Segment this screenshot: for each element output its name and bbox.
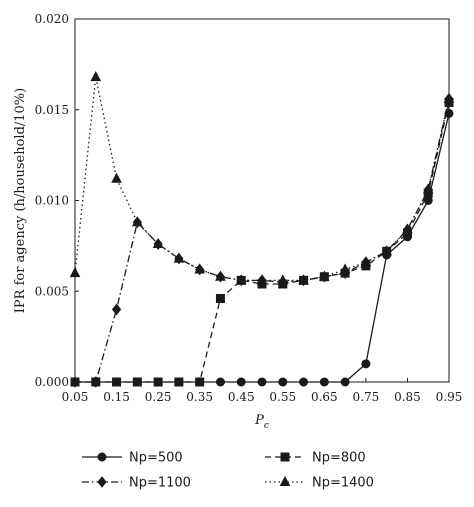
y-axis: 0.000 0.005 0.010 0.015 0.020 [35, 12, 79, 389]
data-point [339, 263, 351, 274]
x-tick-label: 0.95 [436, 390, 463, 404]
series-np-1100 [70, 93, 454, 388]
data-point [112, 377, 122, 387]
data-point [278, 377, 288, 387]
x-axis-label-main: P [254, 413, 264, 428]
legend: Np=500 Np=800 Np=1100 Np=1400 [82, 451, 374, 491]
x-tick-label: 0.25 [145, 390, 172, 404]
x-tick-label: 0.55 [269, 390, 296, 404]
legend-label: Np=1100 [129, 476, 191, 491]
data-point [319, 270, 330, 281]
data-point [256, 274, 268, 285]
y-tick-label: 0.020 [35, 12, 69, 26]
legend-item: Np=500 [82, 451, 183, 466]
data-point [443, 92, 455, 103]
data-point [444, 108, 454, 118]
series-layer [69, 71, 455, 388]
legend-item: Np=800 [265, 451, 366, 466]
x-tick-label: 0.75 [353, 390, 380, 404]
data-point [277, 274, 289, 285]
data-point [402, 223, 413, 234]
data-point [111, 172, 122, 183]
x-axis: 0.05 0.15 0.25 0.35 0.45 0.55 0.65 0.75 0.85 0.95 [62, 378, 463, 404]
legend-label: Np=500 [129, 451, 183, 466]
series-line [75, 102, 450, 383]
data-point [215, 377, 225, 387]
data-point [340, 377, 350, 387]
x-tick-label: 0.35 [186, 390, 213, 404]
data-point [194, 263, 205, 274]
data-point [195, 377, 205, 387]
series-line [75, 98, 450, 383]
data-point [236, 377, 246, 387]
data-point [90, 71, 102, 82]
data-point [111, 303, 122, 316]
data-point [361, 359, 371, 369]
data-point [298, 274, 309, 285]
legend-marker [97, 476, 107, 488]
data-point [173, 252, 185, 263]
y-tick-label: 0.000 [35, 375, 69, 389]
data-point [132, 216, 143, 227]
data-point [319, 377, 329, 387]
data-point [299, 377, 309, 387]
data-point [381, 245, 392, 256]
x-tick-label: 0.65 [311, 390, 338, 404]
data-point [70, 376, 80, 388]
x-axis-label-subscript: c [264, 421, 269, 431]
legend-item: Np=1400 [265, 476, 374, 491]
legend-marker [280, 452, 290, 462]
data-point [91, 376, 101, 388]
y-tick-label: 0.010 [35, 194, 69, 208]
data-point [153, 377, 163, 387]
legend-label: Np=1400 [312, 476, 374, 491]
data-point [257, 377, 267, 387]
legend-item: Np=1100 [82, 476, 191, 491]
data-point [215, 270, 226, 281]
data-point [132, 377, 142, 387]
x-tick-label: 0.85 [394, 390, 421, 404]
data-point [152, 237, 164, 249]
data-point [235, 274, 247, 285]
plot-area [74, 18, 450, 383]
y-tick-label: 0.015 [35, 103, 69, 117]
x-tick-label: 0.05 [62, 390, 89, 404]
legend-label: Np=800 [312, 451, 366, 466]
x-tick-label: 0.15 [103, 390, 130, 404]
data-point [215, 294, 225, 304]
series-np-1400 [69, 71, 455, 285]
x-tick-label: 0.45 [228, 390, 255, 404]
y-axis-label: IPR for agency (h/household/10%) [13, 88, 28, 313]
data-point [422, 183, 434, 194]
y-tick-label: 0.005 [35, 284, 69, 298]
x-axis-label: Pc [254, 413, 269, 431]
data-point [69, 267, 81, 278]
series-np-500 [70, 108, 454, 387]
plot-frame [74, 18, 450, 383]
data-point [360, 256, 372, 267]
data-point [174, 377, 184, 387]
legend-marker [279, 475, 291, 486]
legend-marker [97, 452, 107, 462]
